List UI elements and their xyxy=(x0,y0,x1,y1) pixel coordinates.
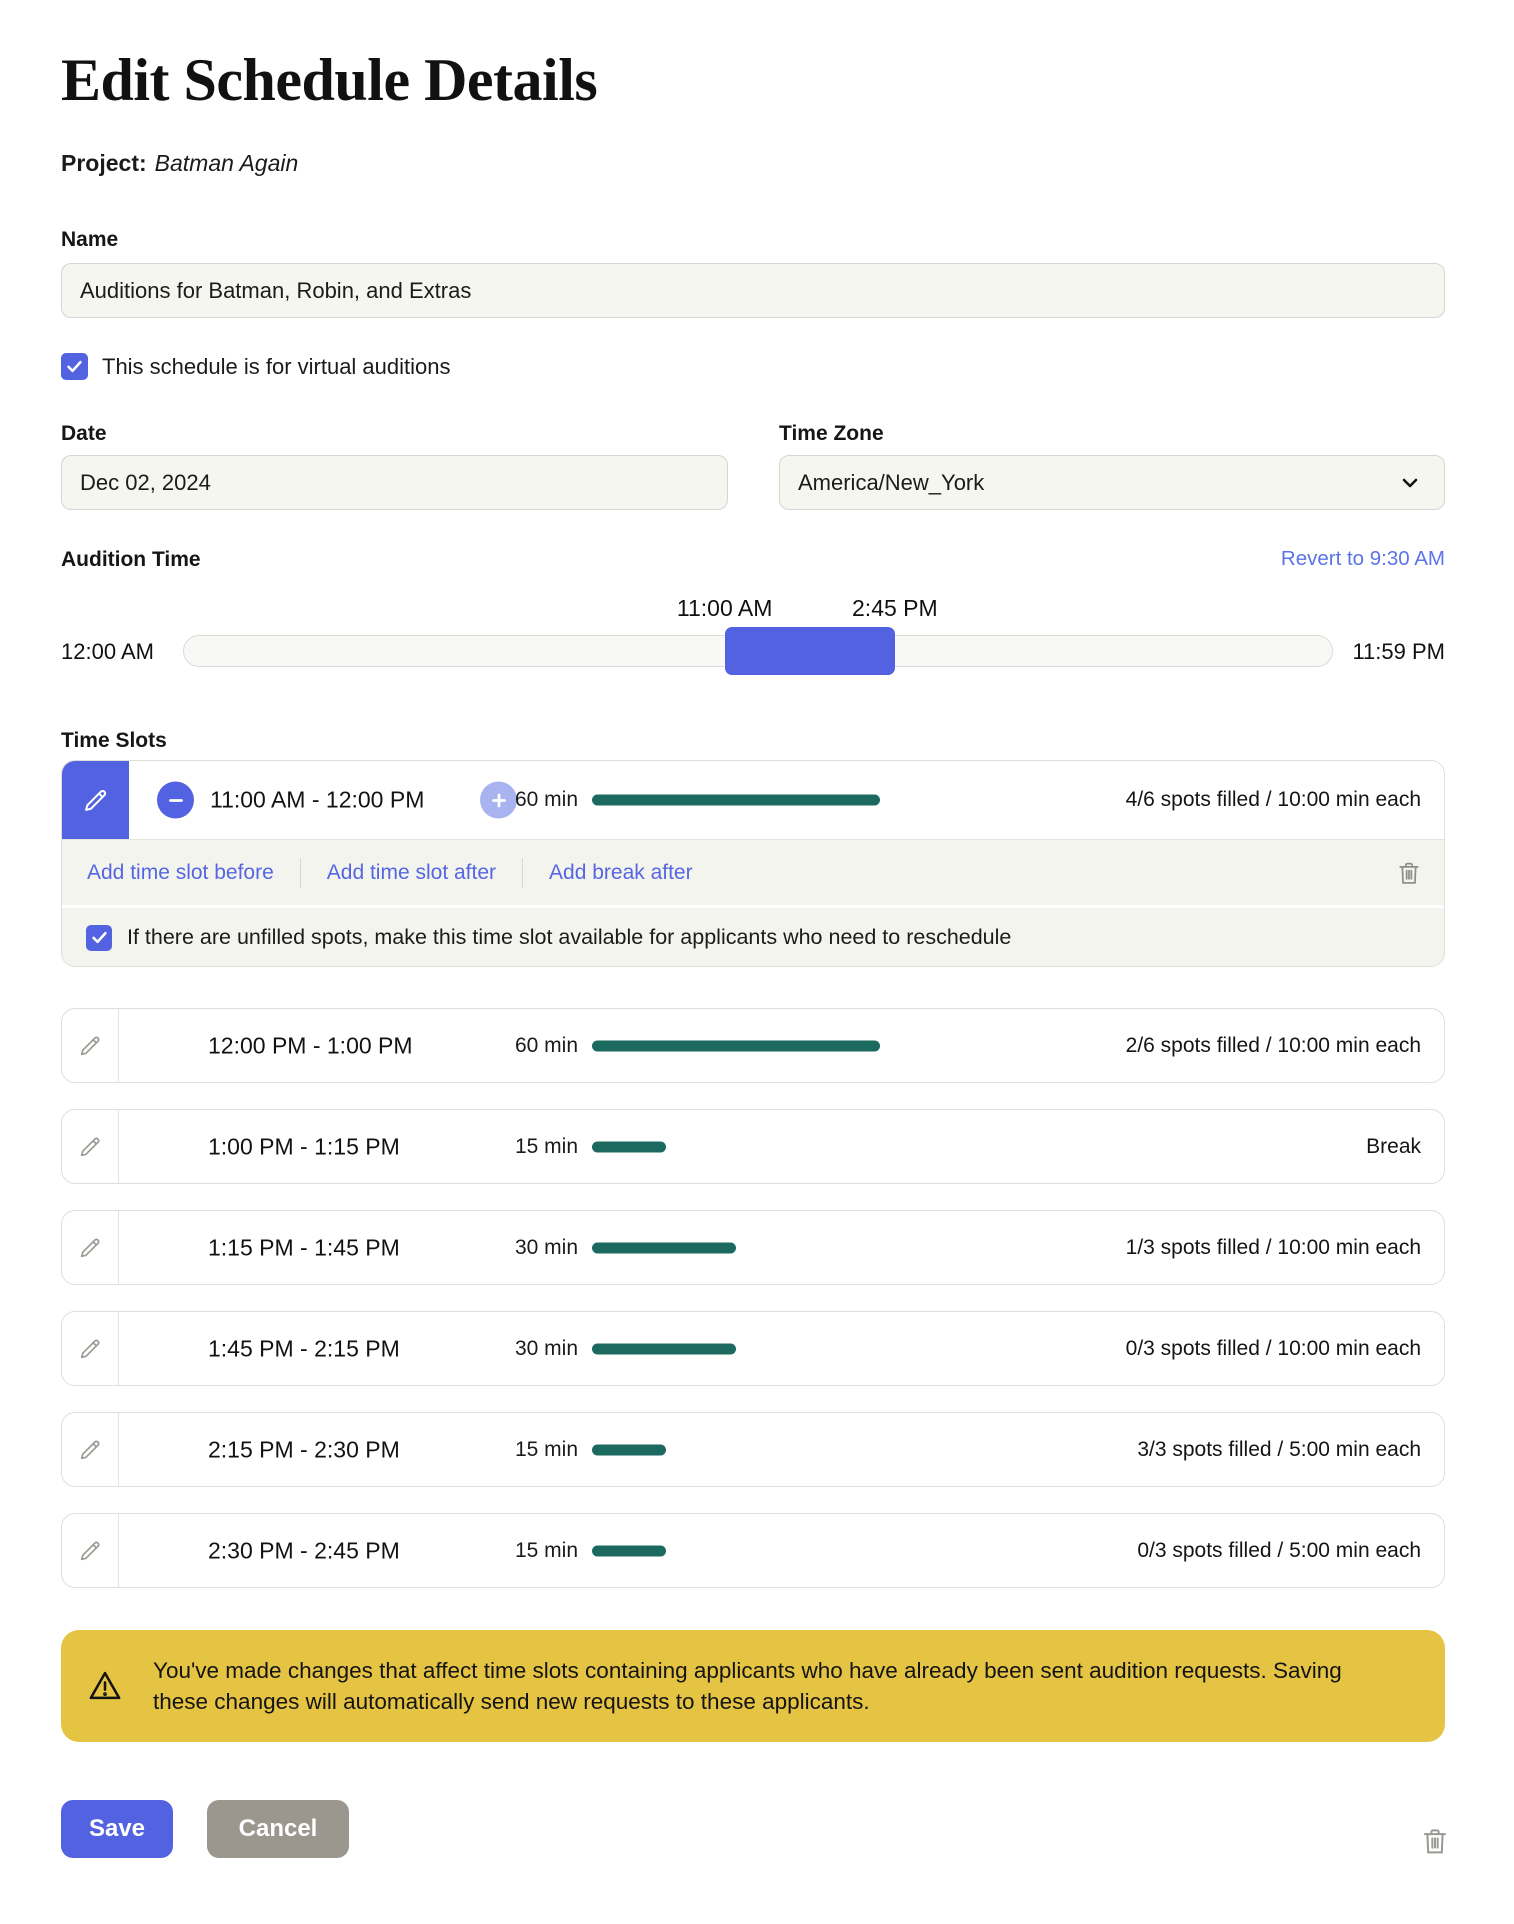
slot-time-range: 2:15 PM - 2:30 PM xyxy=(208,1436,400,1462)
action-link-add-break-after[interactable]: Add break after xyxy=(549,860,693,884)
name-input[interactable] xyxy=(61,263,1445,318)
warning-icon xyxy=(89,1671,121,1700)
range-start-label: 11:00 AM xyxy=(676,595,773,621)
time-slot-row: 1:00 PM - 1:15 PM 15 min Break xyxy=(61,1109,1445,1184)
slot-status: 0/3 spots filled / 5:00 min each xyxy=(1137,1538,1421,1562)
revert-link[interactable]: Revert to 9:30 AM xyxy=(1280,547,1445,570)
decrease-time-button[interactable] xyxy=(157,781,194,819)
duration-bar xyxy=(592,794,880,806)
time-slot-row: 2:30 PM - 2:45 PM 15 min 0/3 spots fille… xyxy=(61,1513,1445,1588)
edit-slot-button[interactable] xyxy=(62,1413,119,1486)
virtual-auditions-label: This schedule is for virtual auditions xyxy=(102,353,451,379)
action-divider xyxy=(299,857,301,888)
slot-time-range: 1:00 PM - 1:15 PM xyxy=(208,1133,400,1159)
slider-track[interactable] xyxy=(183,627,1333,675)
time-slot-row: 2:15 PM - 2:30 PM 15 min 3/3 spots fille… xyxy=(61,1412,1445,1487)
time-slot-row: 1:45 PM - 2:15 PM 30 min 0/3 spots fille… xyxy=(61,1311,1445,1386)
edit-slot-button[interactable] xyxy=(62,1009,119,1082)
slot-duration: 60 min xyxy=(514,788,578,811)
audition-time-slider: 12:00 AM 11:59 PM 11:00 AM 2:45 PM xyxy=(61,595,1445,685)
pencil-icon xyxy=(80,1238,99,1258)
slot-time-range: 1:15 PM - 1:45 PM xyxy=(208,1234,400,1260)
edit-slot-button[interactable] xyxy=(62,1312,119,1385)
virtual-auditions-row: This schedule is for virtual auditions xyxy=(61,353,451,380)
slot-status: 2/6 spots filled / 10:00 min each xyxy=(1125,1033,1421,1057)
delete-slot-button[interactable] xyxy=(1394,857,1424,889)
page-title: Edit Schedule Details xyxy=(61,47,598,113)
slot-duration: 15 min xyxy=(514,1538,578,1562)
time-slot-row: 1:15 PM - 1:45 PM 30 min 1/3 spots fille… xyxy=(61,1210,1445,1285)
warning-banner: You've made changes that affect time slo… xyxy=(61,1630,1445,1742)
action-divider xyxy=(522,857,524,888)
edit-slot-button[interactable] xyxy=(62,1211,119,1284)
audition-time-label: Audition Time xyxy=(61,548,201,571)
reschedule-checkbox[interactable] xyxy=(86,924,112,951)
slot-time-range: 1:45 PM - 2:15 PM xyxy=(208,1335,400,1361)
slot-time-range: 11:00 AM - 12:00 PM xyxy=(210,786,425,813)
check-icon xyxy=(67,360,82,373)
slot-status: 1/3 spots filled / 10:00 min each xyxy=(1125,1235,1421,1259)
timezone-select[interactable]: America/New_York xyxy=(779,455,1445,510)
time-slot-row: 12:00 PM - 1:00 PM 60 min 2/6 spots fill… xyxy=(61,1008,1445,1083)
slot-status: 0/3 spots filled / 10:00 min each xyxy=(1125,1336,1421,1360)
project-value: Batman Again xyxy=(154,150,299,176)
reschedule-checkbox-label: If there are unfilled spots, make this t… xyxy=(127,925,1012,949)
time-slots-label: Time Slots xyxy=(61,729,167,752)
slot-status: 4/6 spots filled / 10:00 min each xyxy=(1125,788,1421,811)
cancel-button[interactable]: Cancel xyxy=(207,1800,349,1858)
expanded-slot-main-row: 11:00 AM - 12:00 PM 60 min 4/6 spots fil… xyxy=(62,761,1444,839)
slot-duration: 30 min xyxy=(514,1235,578,1259)
duration-bar xyxy=(592,1444,666,1455)
pencil-icon xyxy=(80,1036,99,1056)
save-button[interactable]: Save xyxy=(61,1800,173,1858)
slider-max-label: 11:59 PM xyxy=(1352,639,1445,664)
name-label: Name xyxy=(61,228,119,251)
plus-icon xyxy=(491,793,506,807)
action-link-add-time-slot-after[interactable]: Add time slot after xyxy=(326,860,497,884)
slot-duration: 15 min xyxy=(514,1437,578,1461)
duration-bar xyxy=(592,1141,666,1152)
edit-slot-button[interactable] xyxy=(62,1514,119,1587)
pencil-icon xyxy=(80,1440,99,1460)
slot-duration: 15 min xyxy=(514,1134,578,1158)
slot-status: Break xyxy=(1366,1134,1421,1158)
chevron-down-icon xyxy=(1402,478,1418,487)
slider-min-label: 12:00 AM xyxy=(61,639,154,664)
duration-bar xyxy=(592,1545,666,1556)
pencil-icon xyxy=(80,1137,99,1157)
pencil-icon xyxy=(84,790,106,811)
check-icon xyxy=(91,931,107,944)
timezone-label: Time Zone xyxy=(779,422,884,445)
virtual-auditions-checkbox[interactable] xyxy=(61,353,88,380)
action-link-add-time-slot-before[interactable]: Add time slot before xyxy=(87,860,274,884)
trash-icon xyxy=(1424,1829,1446,1854)
range-end-label: 2:45 PM xyxy=(852,595,938,621)
edit-slot-button[interactable] xyxy=(62,1110,119,1183)
slot-actions-row: Add time slot before Add time slot after A… xyxy=(62,839,1444,905)
minus-icon xyxy=(168,798,183,802)
reschedule-checkbox-row: If there are unfilled spots, make this t… xyxy=(62,905,1444,966)
delete-schedule-button[interactable] xyxy=(1418,1822,1452,1860)
duration-bar xyxy=(592,1242,736,1253)
slot-time-range: 12:00 PM - 1:00 PM xyxy=(208,1032,413,1058)
duration-bar xyxy=(592,1040,880,1051)
project-line: Project: Batman Again xyxy=(61,150,298,177)
increase-time-button[interactable] xyxy=(480,781,517,819)
trash-icon xyxy=(1399,862,1419,884)
slot-duration: 60 min xyxy=(514,1033,578,1057)
date-label: Date xyxy=(61,422,107,445)
pencil-icon xyxy=(80,1541,99,1561)
date-input[interactable] xyxy=(61,455,728,510)
slot-duration: 30 min xyxy=(514,1336,578,1360)
project-label: Project: xyxy=(61,150,147,176)
expanded-time-slot-card: 11:00 AM - 12:00 PM 60 min 4/6 spots fil… xyxy=(61,760,1445,967)
duration-bar xyxy=(592,1343,736,1354)
slot-status: 3/3 spots filled / 5:00 min each xyxy=(1137,1437,1421,1461)
pencil-icon xyxy=(80,1339,99,1359)
slot-time-range: 2:30 PM - 2:45 PM xyxy=(208,1537,400,1563)
time-range-selection[interactable] xyxy=(724,627,895,675)
warning-text: You've made changes that affect time slo… xyxy=(153,1658,1342,1714)
timezone-value: America/New_York xyxy=(798,469,985,495)
edit-slot-button-active[interactable] xyxy=(62,761,129,839)
